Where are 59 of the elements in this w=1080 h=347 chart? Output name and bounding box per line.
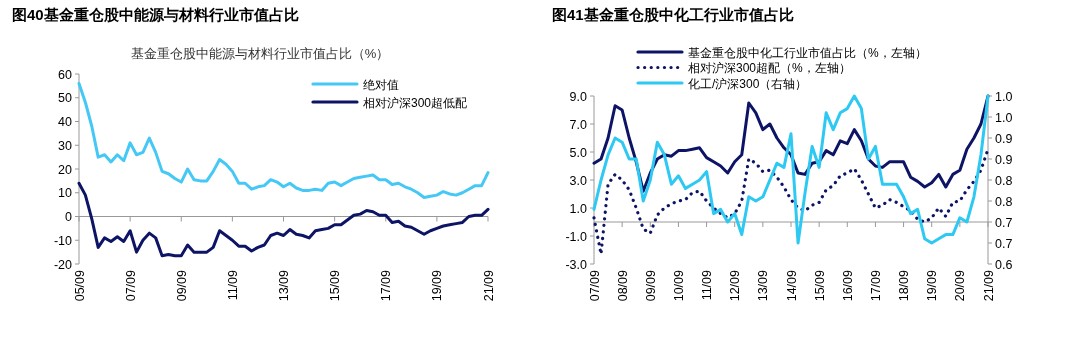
x-tick-label: 12/09: [728, 269, 743, 302]
x-tick-label: 21/09: [481, 269, 496, 302]
y-tick-label: 3.0: [569, 173, 588, 188]
y2-tick-label: 0.9: [995, 152, 1013, 167]
x-tick-label: 19/09: [925, 269, 940, 302]
y-tick-label: 40: [58, 115, 73, 129]
y2-tick-label: 1.0: [995, 110, 1013, 125]
y2-tick-label: 1.0: [995, 89, 1013, 104]
x-tick-label: 17/09: [868, 269, 883, 302]
legend-label: 基金重仓股中化工行业市值占比（%，左轴）: [688, 45, 927, 60]
y2-tick-label: 0.8: [995, 194, 1013, 209]
y-tick-label: -20: [53, 257, 73, 272]
x-tick-label: 13/09: [277, 269, 291, 302]
y-tick-label: 30: [58, 138, 73, 153]
legend-label: 绝对值: [363, 77, 399, 92]
x-tick-label: 19/09: [430, 269, 445, 302]
x-tick-label: 13/09: [756, 269, 771, 302]
y-tick-label: 0: [65, 210, 73, 224]
line-series: [77, 181, 490, 258]
chart-title: 图41基金重仓股中化工行业市值占比: [552, 6, 794, 23]
y-tick-label: 9.0: [569, 89, 588, 104]
x-tick-label: 11/09: [225, 269, 240, 301]
x-tick-label: 15/09: [812, 269, 827, 302]
y-tick-label: -10: [53, 233, 73, 248]
x-tick-label: 21/09: [981, 269, 996, 302]
x-tick-label: 10/09: [671, 269, 686, 302]
x-tick-label: 14/09: [784, 269, 799, 302]
y-tick-label: 20: [58, 162, 73, 177]
x-tick-label: 20/09: [953, 269, 968, 302]
x-tick-label: 18/09: [897, 269, 912, 302]
y-tick-label: -1.0: [565, 229, 588, 244]
y-tick-label: -3.0: [565, 257, 588, 272]
y-tick-label: 10: [58, 186, 73, 201]
y-tick-label: 1.0: [569, 201, 588, 216]
y-tick-label: 5.0: [569, 145, 588, 160]
x-tick-label: 08/09: [615, 269, 630, 302]
x-tick-label: 09/09: [174, 269, 189, 302]
x-tick-label: 16/09: [840, 269, 855, 302]
y2-tick-label: 0.7: [995, 236, 1013, 251]
chart-subtitle: 基金重仓股中能源与材料行业市值占比（%）: [130, 46, 390, 61]
x-tick-label: 11/09: [700, 269, 715, 301]
x-tick-label: 07/09: [123, 269, 138, 302]
x-tick-label: 07/09: [587, 269, 602, 302]
y2-tick-label: 0.7: [995, 215, 1013, 230]
x-tick-label: 15/09: [328, 269, 343, 302]
x-tick-label: 09/09: [643, 269, 658, 302]
y-tick-label: 60: [58, 67, 73, 82]
legend-label: 相对沪深300超配（%，左轴）: [688, 61, 851, 75]
line-series: [592, 94, 990, 245]
y2-tick-label: 0.9: [995, 131, 1013, 146]
x-tick-label: 17/09: [379, 269, 394, 302]
chart-title: 图40基金重仓股中能源与材料行业市值占比: [12, 6, 299, 23]
legend-label: 相对沪深300超低配: [363, 95, 468, 110]
y2-tick-label: 0.6: [995, 257, 1013, 272]
y2-tick-label: 0.8: [995, 173, 1013, 188]
y-tick-label: 7.0: [569, 117, 588, 132]
y-tick-label: 50: [58, 91, 73, 106]
x-tick-label: 05/09: [72, 269, 87, 302]
legend-label: 化工/沪深300（右轴）: [688, 76, 808, 91]
